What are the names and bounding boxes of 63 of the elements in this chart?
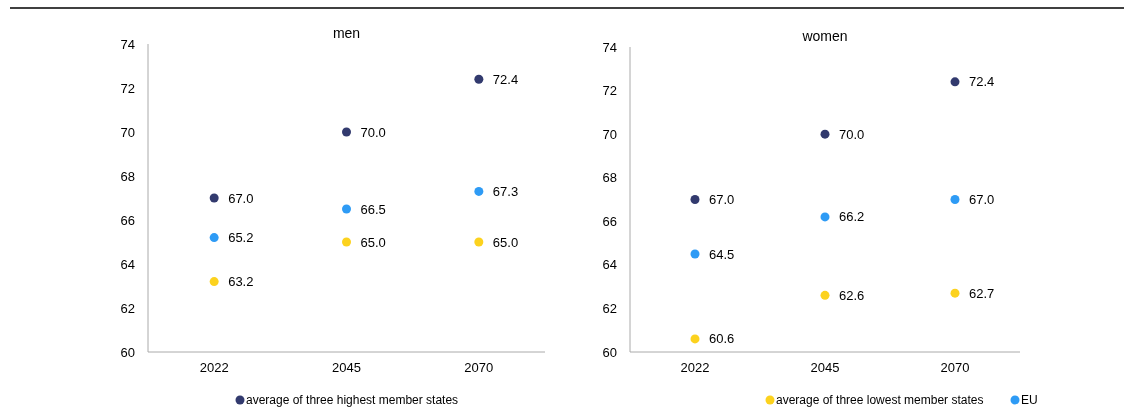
- data-label: 65.2: [228, 230, 254, 246]
- point: [820, 212, 830, 222]
- y-tick-label: 62: [602, 300, 617, 316]
- point: [950, 195, 960, 204]
- point: [209, 193, 219, 203]
- data-label: 66.2: [839, 209, 865, 225]
- y-tick-label: 70: [120, 124, 135, 140]
- point: [342, 204, 351, 214]
- legend-label: EU: [1021, 393, 1038, 408]
- data-label: 63.2: [228, 274, 254, 290]
- y-tick-label: 62: [120, 300, 135, 316]
- data-label: 67.0: [228, 190, 254, 206]
- y-tick-label: 60: [602, 344, 617, 360]
- point: [474, 74, 484, 84]
- point: [950, 288, 960, 298]
- point: [690, 249, 700, 259]
- data-label: 67.3: [492, 183, 519, 199]
- point: [342, 237, 351, 247]
- point: [209, 233, 219, 243]
- x-tick-label: 2070: [940, 360, 970, 375]
- point: [690, 195, 700, 204]
- chart-title: women: [801, 28, 848, 44]
- point: [342, 127, 351, 137]
- data-label: 70.0: [360, 124, 386, 140]
- x-tick-label: 2045: [810, 360, 840, 375]
- x-tick-label: 2022: [680, 360, 710, 375]
- data-label: 67.0: [969, 192, 995, 208]
- point: [474, 237, 484, 247]
- x-tick-label: 2070: [464, 360, 494, 375]
- chart-title: men: [332, 25, 361, 41]
- x-tick-label: 2022: [199, 360, 229, 375]
- y-tick-label: 68: [120, 168, 135, 184]
- data-label: 67.0: [709, 192, 735, 208]
- y-tick-label: 66: [120, 212, 135, 228]
- point: [950, 77, 960, 87]
- legend-label: average of three highest member states: [246, 393, 459, 408]
- data-label: 66.5: [360, 201, 386, 217]
- data-label: 70.0: [839, 126, 865, 142]
- point: [690, 334, 700, 344]
- legend-label: average of three lowest member states: [776, 393, 984, 408]
- y-tick-label: 60: [120, 344, 135, 360]
- y-tick-label: 68: [602, 170, 617, 186]
- point: [820, 129, 830, 139]
- point: [820, 290, 830, 300]
- data-label: 64.5: [709, 246, 735, 262]
- data-label: 65.0: [492, 234, 519, 250]
- y-tick-label: 66: [602, 213, 617, 229]
- data-label: 65.0: [360, 234, 386, 250]
- data-label: 62.6: [839, 287, 865, 303]
- data-label: 72.4: [969, 74, 995, 90]
- point: [474, 186, 484, 196]
- y-tick-label: 64: [120, 256, 135, 272]
- x-tick-label: 2045: [332, 360, 361, 375]
- y-tick-label: 70: [602, 126, 617, 142]
- point: [209, 277, 219, 287]
- data-label: 62.7: [969, 285, 995, 301]
- data-label: 72.4: [492, 71, 519, 87]
- y-tick-label: 74: [602, 39, 617, 55]
- data-label: 60.6: [709, 331, 735, 347]
- y-tick-label: 74: [120, 36, 135, 52]
- y-tick-label: 72: [120, 80, 135, 96]
- y-tick-label: 72: [602, 83, 617, 99]
- y-tick-label: 64: [602, 257, 617, 273]
